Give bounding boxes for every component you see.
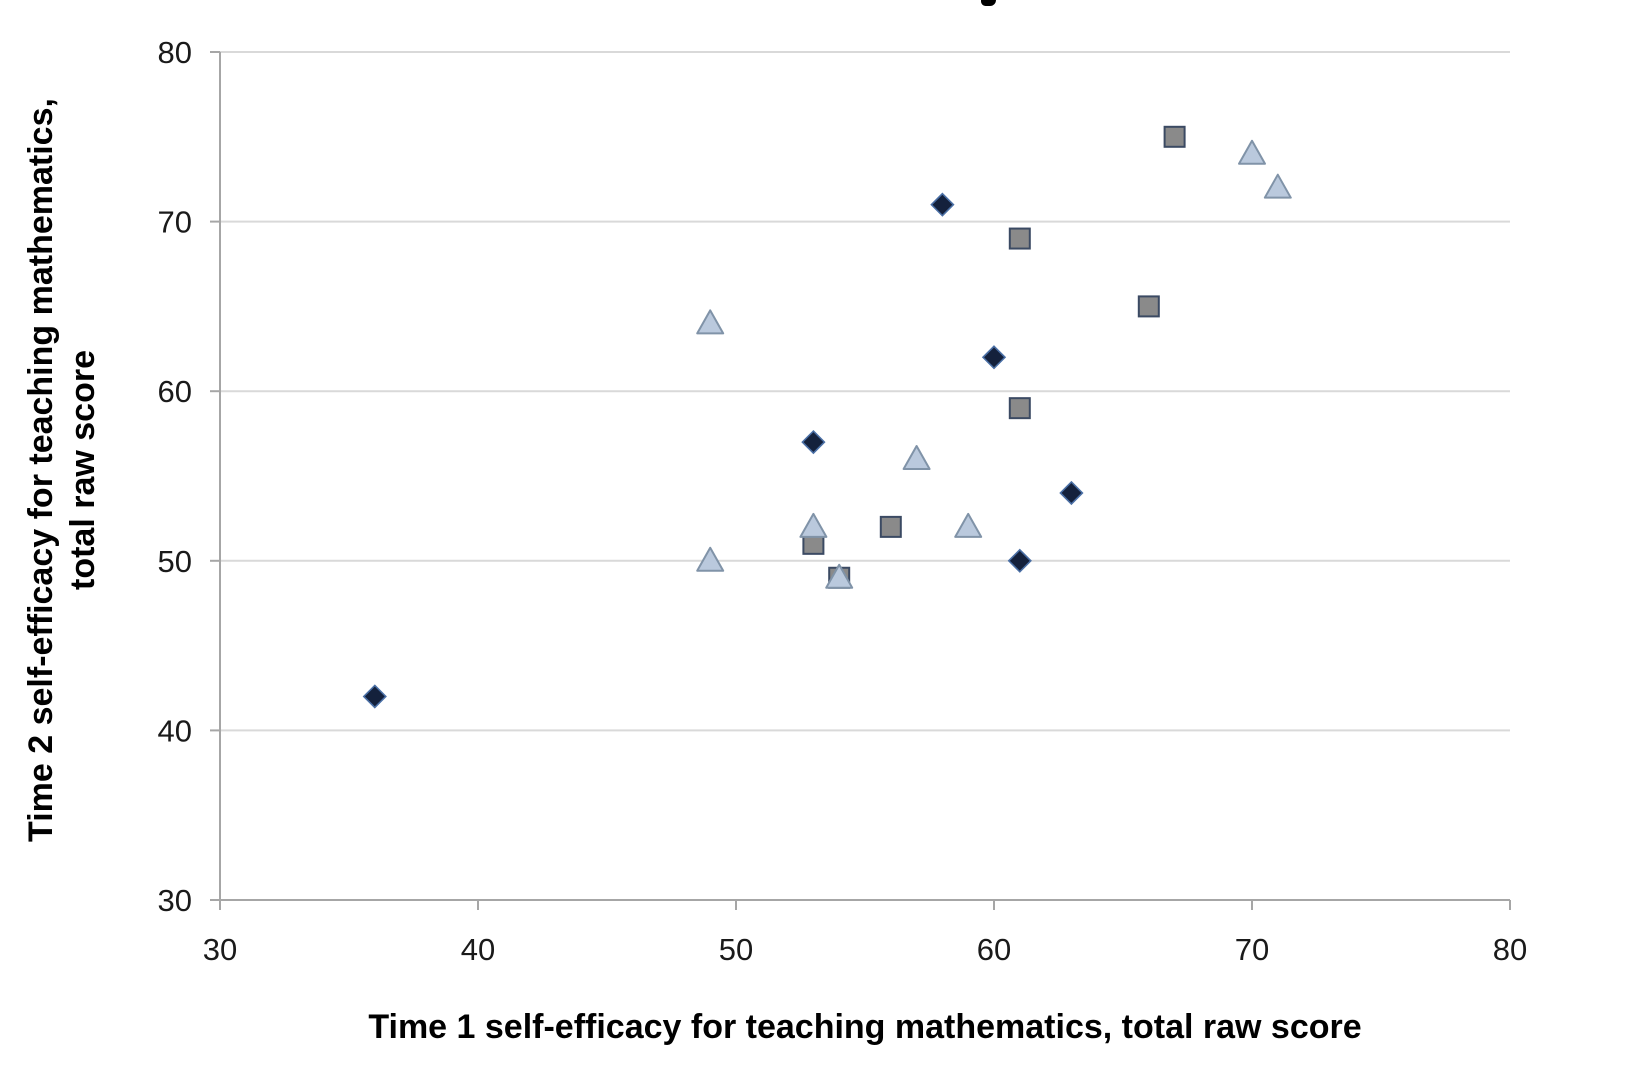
x-tick-label-40: 40 [461,932,495,967]
point-triangle-2 [799,512,828,538]
point-triangle-6 [1238,139,1266,165]
point-square-3 [1008,397,1031,420]
x-tick-label-50: 50 [719,932,753,967]
y-tick-label-40: 40 [158,713,192,748]
cropped-title-fragment [981,0,996,6]
point-diamond-5 [1059,480,1084,506]
y-tick-label-30: 30 [158,883,192,918]
point-triangle-4 [902,445,931,471]
point-diamond-0 [362,684,387,709]
point-square-2 [879,515,902,538]
y-tick-label-70: 70 [158,205,192,240]
x-tick-label-80: 80 [1493,932,1527,967]
x-tick-label-60: 60 [977,932,1011,967]
y-axis-title: Time 2 self-efficacy for teaching mathem… [20,20,104,920]
y-axis-title-line2: total raw score [64,350,102,590]
point-square-6 [1163,125,1186,148]
y-tick-label-50: 50 [158,544,192,579]
x-tick-label-70: 70 [1235,932,1269,967]
x-axis-title: Time 1 self-efficacy for teaching mathem… [368,1008,1362,1046]
point-square-5 [1137,295,1160,318]
y-axis-title-line1: Time 2 self-efficacy for teaching mathem… [22,98,60,842]
point-triangle-3 [825,563,854,589]
point-diamond-2 [930,192,955,217]
point-triangle-7 [1263,173,1292,199]
point-triangle-0 [696,546,725,572]
x-tick-label-30: 30 [203,932,237,967]
point-diamond-4 [1007,548,1032,573]
point-square-4 [1008,227,1031,250]
y-tick-label-80: 80 [158,35,192,70]
y-tick-label-60: 60 [158,374,192,409]
point-triangle-1 [696,309,725,335]
point-diamond-1 [801,429,826,455]
point-triangle-5 [954,512,983,538]
point-diamond-3 [981,345,1007,370]
